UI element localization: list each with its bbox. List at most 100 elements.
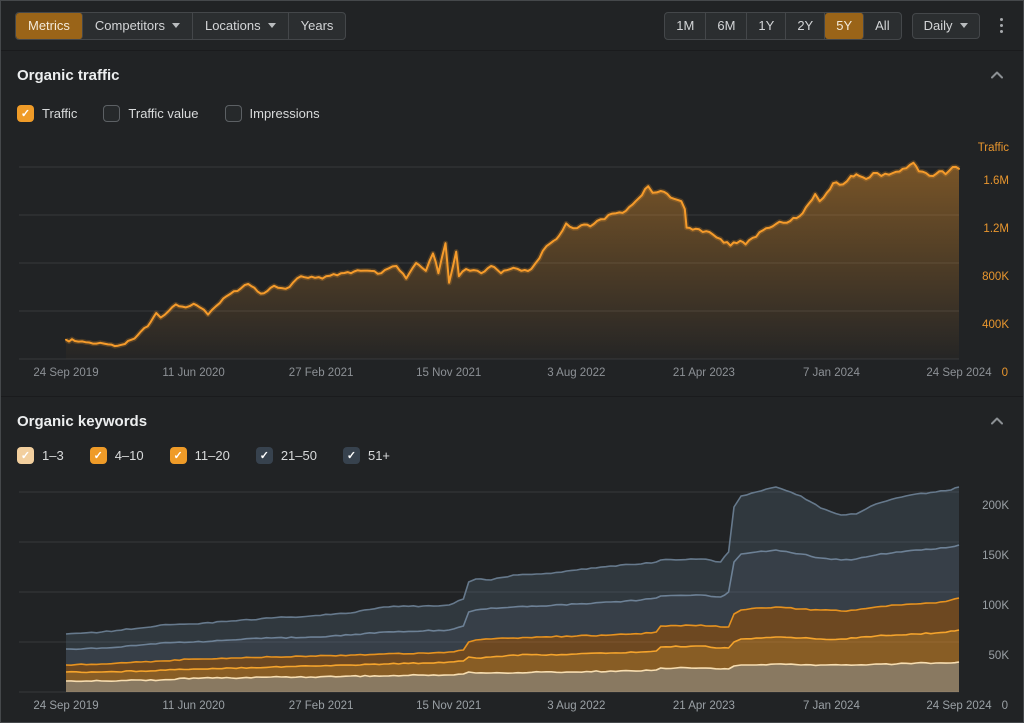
checkbox-traffic-value[interactable] [103,105,121,122]
keywords-line-4-10 [65,629,960,674]
organic-keywords-section: Organic keywords ✓ 1–3 ✓ 4–10 ✓ 11–20 ✓ 21–50 ✓ 5… [1,396,1024,722]
traffic-axis-title: Traffic [978,142,1010,154]
metrics-button-group: Metrics Competitors Locations Years [15,11,347,40]
x-axis-label: 27 Feb 2021 [289,367,354,379]
legend-item-51plus[interactable]: ✓ 51+ [342,447,391,464]
nav-metrics-label: Metrics [28,18,70,33]
x-axis-label: 7 Jan 2024 [803,700,861,712]
x-axis-label: 21 Apr 2023 [673,367,735,379]
legend-item-1-3[interactable]: ✓ 1–3 [17,447,64,464]
range-5y-label: 5Y [836,18,853,33]
legend-item-4-10[interactable]: ✓ 4–10 [89,447,144,464]
range-all-label: All [875,18,890,33]
x-axis-label: 24 Sep 2019 [33,367,98,379]
keywords-line-21-50 [65,544,960,651]
nav-competitors-button[interactable]: Competitors [83,12,193,39]
y-axis-label: 0 [1002,367,1008,379]
chevron-down-icon [267,23,276,28]
x-axis-label: 21 Apr 2023 [673,700,735,712]
x-axis-label: 15 Nov 2021 [416,367,481,379]
range-5y-button[interactable]: 5Y [825,12,865,39]
range-all-button[interactable]: All [864,13,900,39]
y-axis-label: 1.6M [983,175,1009,187]
x-axis-label: 11 Jun 2020 [162,700,224,712]
checkbox-21-50[interactable]: ✓ [255,447,273,464]
x-axis-label: 24 Sep 2024 [926,367,992,379]
organic-traffic-title: Organic traffic [17,67,120,84]
x-axis-label: 3 Aug 2022 [547,700,605,712]
range-6m-button[interactable]: 6M [706,12,748,39]
legend-label-51plus: 51+ [367,448,391,463]
x-axis-label: 24 Sep 2024 [926,700,992,712]
y-axis-label: 200K [982,500,1009,512]
x-axis-label: 7 Jan 2024 [803,367,861,379]
x-axis-label: 24 Sep 2019 [33,700,98,712]
checkbox-impressions[interactable] [224,105,242,122]
chevron-up-icon [991,417,1003,425]
nav-metrics-button[interactable]: Metrics [16,12,83,39]
traffic-legend: ✓ Traffic Traffic value Impressions [17,105,320,122]
legend-item-11-20[interactable]: ✓ 11–20 [169,447,230,464]
chevron-down-icon [959,23,968,28]
traffic-chart[interactable]: 1.6M 1.2M 800K 400K 0 24 Sep 2019 11 Jun 2020 2… [1,131,1024,391]
nav-locations-label: Locations [204,18,261,33]
legend-item-21-50[interactable]: ✓ 21–50 [255,447,317,464]
legend-label-traffic-value: Traffic value [128,106,199,121]
organic-traffic-section: Organic traffic ✓ Traffic Traffic value Imp… [1,51,1023,396]
chevron-up-icon [991,71,1003,79]
checkbox-11-20[interactable]: ✓ [169,447,187,464]
x-axis-label: 27 Feb 2021 [289,700,354,712]
keywords-band-1-3 [66,662,959,692]
keywords-line-11-20 [65,597,960,666]
range-2y-label: 2Y [797,18,814,33]
checkbox-1-3[interactable]: ✓ [17,447,34,464]
y-axis-label: 50K [989,650,1010,662]
x-axis-label: 3 Aug 2022 [547,367,605,379]
legend-item-traffic[interactable]: ✓ Traffic [17,105,77,122]
range-1y-label: 1Y [758,18,775,33]
range-2y-button[interactable]: 2Y [786,12,826,39]
y-axis-label: 800K [982,271,1009,283]
legend-label-4-10: 4–10 [114,448,144,463]
interval-daily-dropdown[interactable]: Daily [911,12,980,39]
nav-years-button[interactable]: Years [289,13,346,39]
range-1y-button[interactable]: 1Y [747,12,787,39]
nav-competitors-label: Competitors [94,18,165,33]
legend-label-1-3: 1–3 [42,448,64,463]
traffic-line-series [65,161,960,348]
legend-item-impressions[interactable]: Impressions [224,105,320,122]
date-range-button-group: 1M 6M 1Y 2Y 5Y All [664,11,902,40]
keywords-chart[interactable]: 200K 150K 100K 50K 0 24 Sep 2019 11 Jun 2020 27… [1,482,1024,717]
legend-item-traffic-value[interactable]: Traffic value [103,105,199,122]
nav-locations-button[interactable]: Locations [193,12,289,39]
legend-label-21-50: 21–50 [280,448,317,463]
y-axis-label: 0 [1002,700,1008,712]
chevron-down-icon [171,23,180,28]
range-6m-label: 6M [717,18,736,33]
checkbox-51plus[interactable]: ✓ [342,447,360,464]
range-1m-label: 1M [676,18,695,33]
keywords-line-1-3 [65,661,960,683]
checkbox-traffic[interactable]: ✓ [17,105,34,122]
x-axis-label: 15 Nov 2021 [416,700,481,712]
collapse-traffic-button[interactable] [987,67,1007,83]
y-axis-label: 100K [982,600,1009,612]
legend-label-impressions: Impressions [249,106,320,121]
legend-label-11-20: 11–20 [194,448,230,463]
range-1m-button[interactable]: 1M [665,12,707,39]
y-axis-label: 1.2M [983,223,1009,235]
collapse-keywords-button[interactable] [987,413,1007,429]
y-axis-label: 400K [982,319,1009,331]
keywords-legend: ✓ 1–3 ✓ 4–10 ✓ 11–20 ✓ 21–50 ✓ 51+ [17,447,390,464]
nav-years-label: Years [300,18,334,33]
checkbox-4-10[interactable]: ✓ [89,447,107,464]
keywords-band-11-20 [66,598,959,673]
x-axis-label: 11 Jun 2020 [162,367,224,379]
organic-keywords-title: Organic keywords [17,413,148,430]
kebab-menu-icon[interactable] [994,14,1010,38]
y-axis-label: 150K [982,550,1009,562]
legend-label-traffic: Traffic [42,106,78,121]
keywords-band-21-50 [66,545,959,666]
interval-daily-label: Daily [923,18,953,33]
